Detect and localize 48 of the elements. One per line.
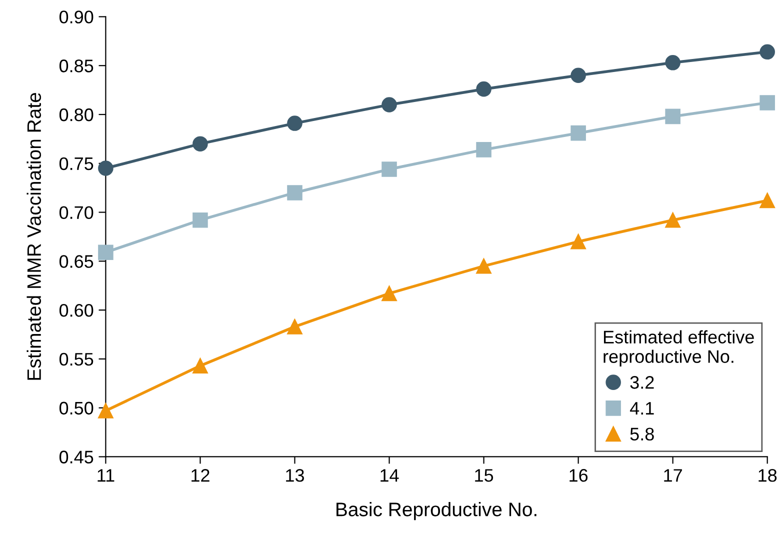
point: [98, 160, 114, 176]
x-tick-label: 11: [98, 469, 114, 482]
legend-title: Estimated effective reproductive No.: [604, 330, 754, 367]
point: [287, 185, 302, 200]
point: [760, 192, 775, 208]
y-tick-label: 0.45: [59, 450, 94, 464]
point: [665, 212, 680, 228]
y-tick-label: 0.65: [59, 255, 94, 268]
point: [760, 44, 775, 60]
point: [382, 286, 397, 302]
y-axis-title: Estimated MMR Vaccination Rate: [26, 92, 42, 380]
x-tick-label: 16: [570, 469, 588, 482]
point: [665, 108, 680, 124]
y-tick-label: 0.60: [59, 304, 94, 317]
x-tick-label: 18: [758, 469, 777, 482]
y-tick-label: 0.75: [59, 157, 94, 170]
legend-label: 3.2: [630, 376, 654, 389]
legend-label: 5.8: [630, 428, 654, 441]
point: [570, 125, 586, 141]
point: [570, 234, 586, 250]
x-tick-label: 15: [475, 469, 494, 482]
point: [192, 212, 208, 228]
x-tick-label: 17: [664, 469, 682, 482]
point: [665, 55, 680, 70]
y-tick-label: 0.70: [59, 206, 94, 219]
point: [476, 258, 492, 274]
y-tick-label: 0.50: [59, 402, 94, 415]
point: [382, 97, 397, 112]
point: [476, 142, 492, 158]
point: [287, 319, 302, 334]
point: [98, 244, 114, 260]
x-tick-label: 13: [286, 469, 304, 482]
x-tick-label: 12: [192, 469, 210, 482]
point: [382, 162, 397, 177]
x-axis-title: Basic Reproductive No.: [336, 502, 536, 520]
x-tick-label: 14: [380, 469, 399, 482]
point: [760, 95, 775, 110]
point: [192, 136, 208, 152]
y-tick-label: 0.90: [59, 10, 94, 24]
point: [98, 403, 114, 418]
y-tick-label: 0.80: [59, 108, 94, 122]
point: [287, 116, 302, 131]
legend-label: 4.1: [630, 402, 654, 414]
point: [476, 81, 492, 97]
point: [192, 358, 208, 374]
y-tick-label: 0.85: [59, 60, 94, 72]
y-tick-label: 0.55: [59, 352, 94, 366]
point: [570, 68, 586, 84]
